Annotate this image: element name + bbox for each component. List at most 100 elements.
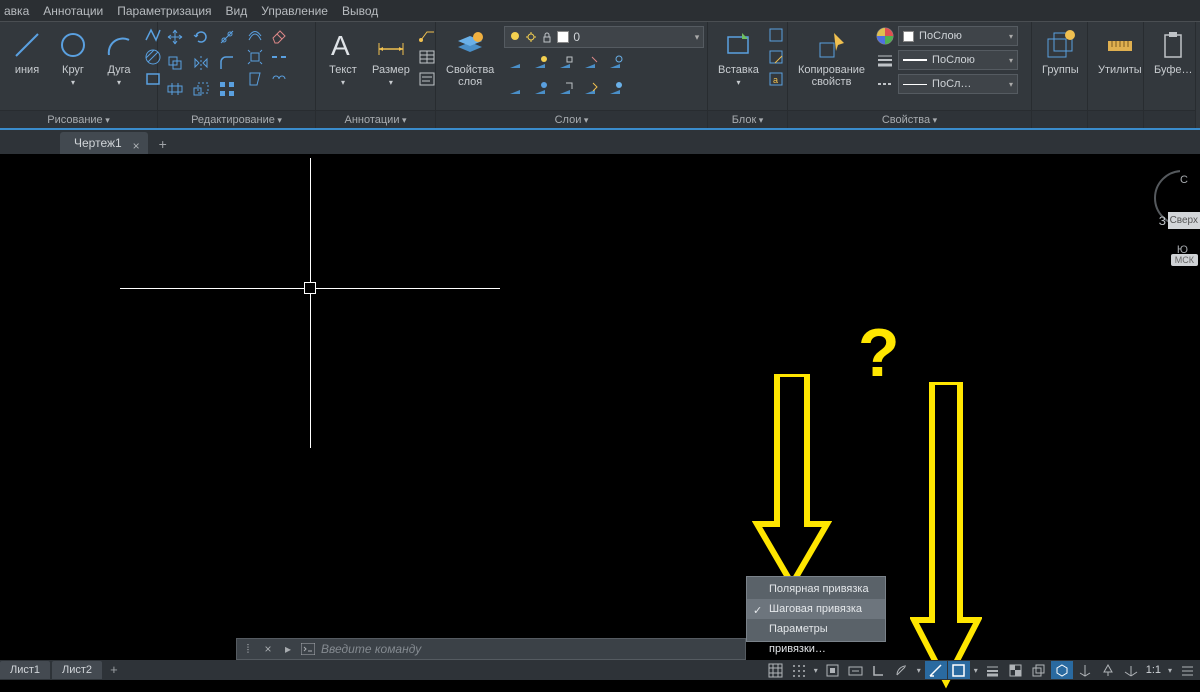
menu-polar-snap[interactable]: Полярная привязка — [747, 579, 885, 599]
panel-anno: A Текст Размер Аннотации — [316, 22, 436, 128]
layer-match-icon[interactable] — [604, 52, 626, 74]
3dosnap-icon[interactable] — [1051, 661, 1073, 679]
command-line[interactable]: ⦙ × ▸ Введите команду — [236, 638, 746, 660]
add-sheet-button[interactable]: + — [104, 661, 124, 679]
menu-item[interactable]: Вывод — [342, 4, 378, 18]
dimension-button[interactable]: Размер — [368, 26, 414, 89]
terminal-icon — [301, 642, 315, 656]
customize-status-icon[interactable] — [1176, 661, 1198, 679]
offset-icon[interactable] — [246, 26, 264, 44]
osnap-icon[interactable] — [948, 661, 970, 679]
measure-button[interactable]: Утилиты — [1094, 26, 1146, 78]
copy-icon[interactable] — [164, 52, 186, 74]
menu-item[interactable]: Параметризация — [117, 4, 211, 18]
layer-c-icon[interactable] — [554, 78, 576, 100]
status-bar: ▾ ▾ ▾ 1:1 ▾ — [765, 660, 1200, 680]
close-icon[interactable]: × — [261, 642, 275, 656]
layer-combo[interactable]: 0 ▾ — [504, 26, 704, 48]
erase-icon[interactable] — [270, 26, 288, 44]
array-icon[interactable] — [216, 78, 238, 100]
annotation-arrow-1 — [752, 374, 832, 604]
gizmo-icon[interactable] — [1120, 661, 1142, 679]
layer-props-button[interactable]: Свойства слоя — [442, 26, 498, 90]
menu-item[interactable]: Вид — [226, 4, 248, 18]
panel-edit-title: Редактирование — [191, 114, 282, 126]
drawing-canvas[interactable]: С З Сверх Ю МСК ? Полярная привязка ✓Шаг… — [0, 154, 1200, 638]
coord-system-badge[interactable]: МСК — [1171, 254, 1198, 266]
scale-dropdown-icon[interactable]: ▾ — [1165, 661, 1175, 679]
menu-item[interactable]: Аннотации — [43, 4, 103, 18]
mtext-icon[interactable] — [418, 70, 436, 88]
ortho-icon[interactable] — [868, 661, 890, 679]
explode-icon[interactable] — [246, 48, 264, 66]
lineweight-combo[interactable]: ПоСлою▾ — [898, 50, 1018, 70]
layer-a-icon[interactable] — [504, 78, 526, 100]
panel-block: Вставка a Блок — [708, 22, 788, 128]
move-icon[interactable] — [164, 26, 186, 48]
document-tab[interactable]: Чертеж1 × — [60, 132, 148, 154]
insert-button[interactable]: Вставка — [714, 26, 763, 89]
layer-iso-icon[interactable] — [579, 52, 601, 74]
table-icon[interactable] — [418, 48, 436, 66]
add-tab-button[interactable]: + — [152, 134, 174, 154]
menu-item[interactable]: авка — [4, 4, 29, 18]
viewcube[interactable]: С З Сверх Ю — [1148, 172, 1200, 242]
selection-filter-icon[interactable] — [1097, 661, 1119, 679]
cmd-handle-icon[interactable]: ⦙ — [241, 642, 255, 656]
layer-d-icon[interactable] — [579, 78, 601, 100]
break-icon[interactable] — [270, 48, 288, 66]
isoplane-icon[interactable] — [925, 661, 947, 679]
layer-freeze-icon[interactable] — [529, 52, 551, 74]
trim-icon[interactable] — [216, 26, 238, 48]
scale-icon[interactable] — [190, 78, 212, 100]
linetype-combo[interactable]: ПоСл…▾ — [898, 74, 1018, 94]
snap-mode-icon[interactable] — [788, 661, 810, 679]
menu-grid-snap[interactable]: ✓Шаговая привязка — [747, 599, 885, 619]
dynamic-ucs-icon[interactable] — [1074, 661, 1096, 679]
align-icon[interactable] — [246, 70, 264, 88]
rotate-icon[interactable] — [190, 26, 212, 48]
sheet-tab[interactable]: Лист1 — [0, 661, 50, 679]
block-attr-icon[interactable]: a — [767, 70, 785, 88]
group-label: Группы — [1042, 64, 1079, 76]
panel-layers-title: Слои — [555, 114, 589, 126]
grid-display-icon[interactable] — [765, 661, 787, 679]
dynamic-input-icon[interactable] — [845, 661, 867, 679]
cmd-options-icon[interactable]: ▸ — [281, 642, 295, 656]
dim-label: Размер — [372, 64, 410, 76]
layer-b-icon[interactable] — [529, 78, 551, 100]
layer-off-icon[interactable] — [504, 52, 526, 74]
block-create-icon[interactable] — [767, 26, 785, 44]
block-edit-icon[interactable] — [767, 48, 785, 66]
layer-e-icon[interactable] — [604, 78, 626, 100]
layer-lock2-icon[interactable] — [554, 52, 576, 74]
text-button[interactable]: A Текст — [322, 26, 364, 89]
osnap-dropdown-icon[interactable]: ▾ — [971, 661, 981, 679]
circle-button[interactable]: Круг — [52, 26, 94, 89]
menu-item[interactable]: Управление — [261, 4, 328, 18]
line-button[interactable]: иния — [6, 26, 48, 78]
snap-dropdown-icon[interactable]: ▾ — [811, 661, 821, 679]
stretch-icon[interactable] — [164, 78, 186, 100]
annotation-question-mark: ? — [858, 314, 900, 392]
infer-constraints-icon[interactable] — [822, 661, 844, 679]
lineweight-display-icon[interactable] — [982, 661, 1004, 679]
clipboard-button[interactable]: Буфе… — [1150, 26, 1197, 78]
scale-label[interactable]: 1:1 — [1143, 664, 1164, 676]
polar-icon[interactable] — [891, 661, 913, 679]
leader-icon[interactable] — [418, 26, 436, 44]
matchprops-button[interactable]: Копирование свойств — [794, 26, 869, 90]
menu-snap-settings[interactable]: Параметры привязки… — [747, 619, 885, 639]
selection-cycling-icon[interactable] — [1028, 661, 1050, 679]
join-icon[interactable] — [270, 70, 288, 88]
layer-color-swatch — [557, 31, 569, 43]
transparency-icon[interactable] — [1005, 661, 1027, 679]
fillet-icon[interactable] — [216, 52, 238, 74]
mirror-icon[interactable] — [190, 52, 212, 74]
arc-button[interactable]: Дуга — [98, 26, 140, 89]
document-tab-label: Чертеж1 — [74, 136, 122, 150]
polar-dropdown-icon[interactable]: ▾ — [914, 661, 924, 679]
group-button[interactable]: Группы — [1038, 26, 1083, 78]
color-combo[interactable]: ПоСлою▾ — [898, 26, 1018, 46]
sheet-tab[interactable]: Лист2 — [52, 661, 102, 679]
